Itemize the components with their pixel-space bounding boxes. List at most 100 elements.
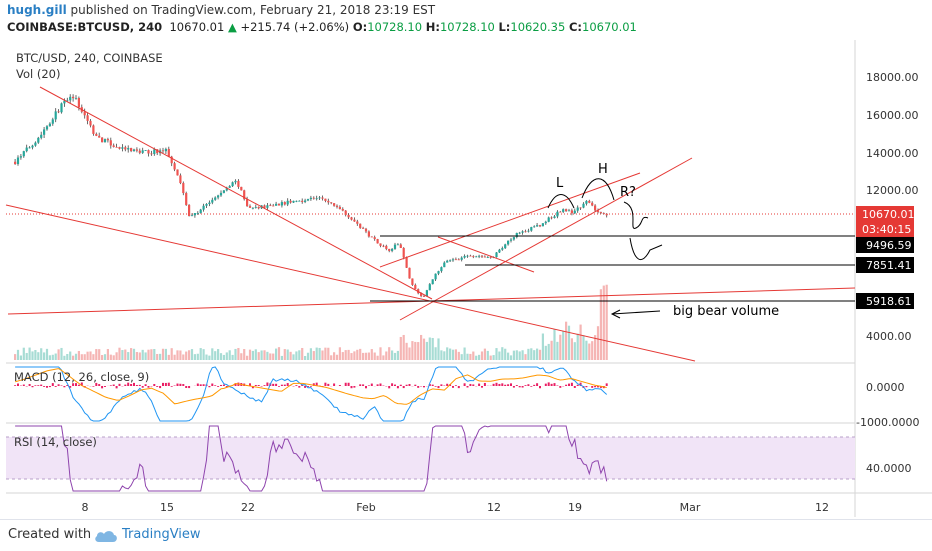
volume-bar: [339, 347, 341, 360]
candle-body: [246, 199, 248, 206]
candle-body: [287, 201, 289, 205]
volume-bar: [52, 355, 54, 360]
volume-bar: [472, 352, 474, 360]
publish-header: hugh.gill published on TradingView.com, …: [7, 3, 435, 17]
volume-bar: [269, 353, 271, 360]
candle-body: [530, 227, 532, 231]
volume-bar: [524, 354, 526, 360]
volume-bar: [165, 349, 167, 360]
macd-histogram-bar: [310, 386, 312, 387]
macd-histogram-bar: [481, 386, 483, 388]
volume-bar: [176, 350, 178, 360]
macd-histogram-bar: [124, 385, 126, 386]
candle-body: [362, 228, 364, 229]
macd-histogram-bar: [574, 386, 576, 388]
volume-bar: [214, 351, 216, 360]
volume-bar: [336, 355, 338, 360]
high-label: H:: [426, 20, 440, 34]
macd-histogram-bar: [365, 386, 367, 388]
candle-body: [142, 150, 144, 153]
candle-body: [432, 279, 434, 284]
volume-bar: [350, 353, 352, 360]
svg-text:03:40:15: 03:40:15: [862, 223, 911, 236]
macd-histogram-bar: [136, 385, 138, 386]
candle-body: [406, 257, 408, 267]
candle-body: [104, 139, 106, 142]
candle-body: [490, 257, 492, 258]
volume-bar: [211, 348, 213, 360]
candle-body: [403, 248, 405, 257]
macd-histogram-bar: [504, 385, 506, 386]
volume-bar: [580, 325, 582, 360]
candle-body: [559, 212, 561, 213]
volume-bar: [278, 347, 280, 360]
candle-body: [545, 222, 547, 223]
volume-bar: [345, 350, 347, 360]
candle-body: [295, 201, 297, 202]
candle-body: [452, 259, 454, 260]
macd-histogram-bar: [414, 385, 416, 386]
macd-histogram-bar: [446, 384, 448, 386]
head-curve: [582, 179, 614, 200]
volume-bar: [374, 353, 376, 360]
macd-histogram-bar: [432, 385, 434, 386]
volume-bar: [81, 354, 83, 360]
candle-body: [333, 203, 335, 206]
volume-bar: [37, 352, 39, 360]
macd-histogram-bar: [591, 386, 593, 388]
candle-body: [568, 210, 570, 211]
volume-bar: [232, 355, 234, 360]
volume-bar: [89, 351, 91, 360]
macd-histogram-bar: [406, 385, 408, 386]
volume-bar: [197, 354, 199, 360]
volume-bar: [539, 350, 541, 360]
volume-bar: [179, 350, 181, 360]
candle-body: [145, 150, 147, 151]
candle-body: [594, 206, 596, 211]
candle-body: [107, 139, 109, 140]
x-tick-12b: 12: [815, 501, 829, 514]
svg-text:5918.61: 5918.61: [866, 295, 912, 308]
volume-bar: [182, 354, 184, 360]
x-tick-mar: Mar: [680, 501, 701, 514]
candle-body: [577, 208, 579, 211]
volume-bar: [461, 354, 463, 360]
volume-bar: [191, 349, 193, 360]
volume-bar: [403, 335, 405, 360]
price-label-9496: 9496.59: [856, 237, 914, 253]
chart-canvas[interactable]: BTC/USD, 240, COINBASE Vol (20) MACD (12…: [0, 40, 932, 519]
volume-bar: [504, 349, 506, 360]
candle-body: [585, 201, 587, 204]
author-link[interactable]: hugh.gill: [7, 3, 67, 17]
candle-body: [298, 201, 300, 202]
volume-bar: [556, 342, 558, 360]
volume-bar: [185, 352, 187, 360]
volume-bar: [142, 350, 144, 360]
volume-bar: [92, 354, 94, 360]
bear-volume-arrow: [612, 311, 660, 314]
candle-body: [481, 256, 483, 257]
macd-histogram-bar: [493, 384, 495, 386]
candle-body: [524, 231, 526, 232]
candle-body: [127, 148, 129, 149]
tradingview-link[interactable]: TradingView: [122, 527, 201, 542]
macd-histogram-bar: [539, 386, 541, 388]
volume-bar: [307, 353, 309, 360]
volume-bar: [313, 351, 315, 360]
volume-bar: [72, 356, 74, 360]
candle-body: [449, 260, 451, 261]
x-tick-15: 15: [160, 501, 174, 514]
macd-histogram-bar: [61, 385, 63, 386]
macd-histogram-bar: [281, 385, 283, 386]
macd-histogram-bar: [179, 384, 181, 386]
macd-histogram-bar: [339, 385, 341, 386]
macd-histogram-bar: [211, 384, 213, 386]
y-tick-16000: 16000.00: [866, 109, 919, 122]
candle-body: [281, 202, 283, 205]
price-label-countdown: 03:40:15: [856, 222, 914, 237]
volume-bar: [133, 349, 135, 360]
macd-histogram-bar: [397, 386, 399, 388]
macd-histogram-bar: [165, 383, 167, 386]
volume-bar: [481, 351, 483, 360]
volume-bar: [365, 353, 367, 360]
